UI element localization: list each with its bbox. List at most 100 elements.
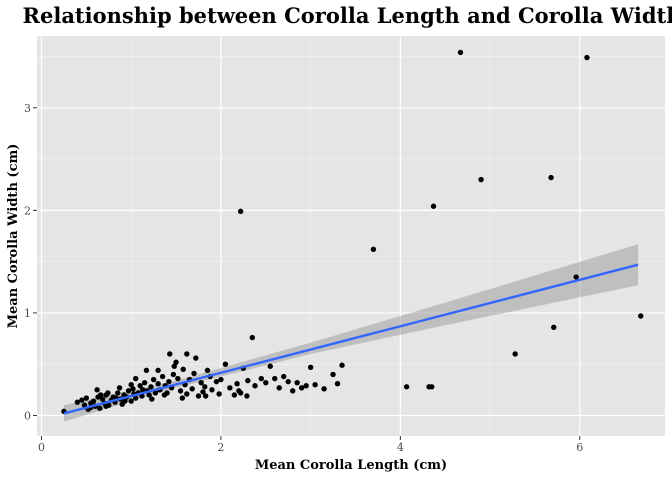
data-point xyxy=(294,379,300,386)
x-tick-label: 6 xyxy=(576,441,583,454)
x-tick-label: 4 xyxy=(397,441,404,454)
x-tick-label: 2 xyxy=(217,441,224,454)
data-point xyxy=(258,375,264,382)
data-point xyxy=(79,397,85,403)
data-point xyxy=(267,363,273,369)
data-point xyxy=(177,388,184,394)
data-point xyxy=(200,389,206,395)
data-point xyxy=(189,386,195,392)
data-point xyxy=(334,380,341,387)
y-tick-label: 0 xyxy=(24,409,31,422)
data-point xyxy=(231,392,238,398)
data-point xyxy=(128,382,134,388)
data-point xyxy=(249,334,256,341)
data-point xyxy=(512,351,518,357)
data-point xyxy=(276,385,282,391)
data-point xyxy=(97,405,103,412)
data-point xyxy=(149,396,155,402)
data-point xyxy=(202,384,208,390)
data-point xyxy=(227,385,233,391)
data-point xyxy=(130,386,136,392)
points-layer xyxy=(61,49,644,415)
data-point xyxy=(161,392,168,398)
data-point xyxy=(159,373,166,380)
fit-line-layer xyxy=(63,263,639,415)
data-point xyxy=(148,384,154,390)
data-point xyxy=(457,49,464,56)
data-point xyxy=(430,203,437,209)
data-point xyxy=(97,392,104,398)
data-point xyxy=(289,388,296,394)
data-point xyxy=(103,403,109,409)
data-point xyxy=(184,391,190,397)
data-point xyxy=(303,383,309,389)
data-point xyxy=(152,390,159,396)
data-point xyxy=(180,366,186,373)
data-point xyxy=(143,367,150,374)
regression-line xyxy=(63,263,639,415)
grid-minor xyxy=(37,36,665,436)
y-tick-label: 1 xyxy=(24,307,31,320)
data-point xyxy=(173,359,179,365)
data-point xyxy=(403,384,410,390)
data-point xyxy=(272,375,278,382)
grid-major xyxy=(37,36,665,436)
data-point xyxy=(150,376,157,383)
data-point xyxy=(99,396,106,402)
data-point xyxy=(171,363,177,369)
data-point xyxy=(74,399,81,405)
data-point xyxy=(137,383,143,389)
data-point xyxy=(312,382,318,388)
data-point xyxy=(83,395,90,401)
data-point xyxy=(90,398,97,404)
data-point xyxy=(573,274,579,280)
data-point xyxy=(234,380,240,387)
data-point xyxy=(281,373,287,380)
data-point xyxy=(184,351,190,357)
data-point xyxy=(548,174,554,181)
data-point xyxy=(198,379,204,386)
data-point xyxy=(245,377,251,384)
data-point xyxy=(551,324,557,330)
data-point xyxy=(237,390,244,396)
data-point xyxy=(193,355,199,361)
chart-title: Relationship between Corolla Length and … xyxy=(23,3,672,28)
data-point xyxy=(167,351,173,357)
y-tick-label: 3 xyxy=(24,102,31,115)
x-axis-ticks: 0 2 4 6 xyxy=(38,436,583,454)
x-axis-title: Mean Corolla Length (cm) xyxy=(255,458,447,473)
data-point xyxy=(638,313,644,319)
data-point xyxy=(209,387,215,393)
data-point xyxy=(115,390,121,396)
data-point xyxy=(252,383,258,389)
data-point xyxy=(105,390,111,396)
data-point xyxy=(140,387,146,393)
data-point xyxy=(244,393,250,399)
data-point xyxy=(307,364,314,370)
data-point xyxy=(237,208,244,215)
data-point xyxy=(339,362,345,368)
data-point xyxy=(263,379,269,386)
data-point xyxy=(213,378,220,385)
data-point xyxy=(321,386,327,392)
data-point xyxy=(218,376,224,383)
data-point xyxy=(298,385,305,391)
data-point xyxy=(191,370,197,377)
data-point xyxy=(429,384,435,390)
data-point xyxy=(195,393,202,399)
data-point xyxy=(132,375,139,382)
y-axis-ticks: 0 1 2 3 xyxy=(24,102,37,422)
y-axis-title: Mean Corolla Width (cm) xyxy=(6,144,21,329)
data-point xyxy=(330,371,336,378)
plot-panel xyxy=(37,36,665,436)
data-point xyxy=(146,392,152,398)
data-point xyxy=(179,395,186,401)
data-point xyxy=(175,375,181,382)
data-point xyxy=(166,378,172,385)
x-tick-label: 0 xyxy=(38,441,45,454)
data-point xyxy=(155,380,161,387)
data-point xyxy=(216,391,222,397)
data-point xyxy=(128,398,134,404)
data-point xyxy=(370,246,377,253)
